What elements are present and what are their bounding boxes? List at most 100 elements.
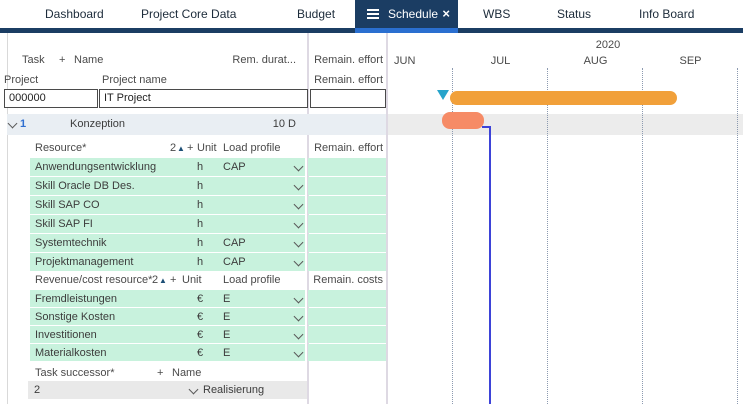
- task-name[interactable]: Konzeption: [70, 118, 126, 130]
- sort-ascending-icon[interactable]: ▲: [159, 276, 167, 285]
- cost-name[interactable]: Materialkosten: [35, 347, 107, 359]
- month-gridline: [547, 68, 548, 404]
- cost-row[interactable]: [30, 308, 305, 325]
- konzeption-gantt-bar[interactable]: [442, 112, 484, 129]
- project-id-field[interactable]: 000000: [4, 89, 98, 108]
- resource-row-effort-cell[interactable]: [308, 234, 386, 252]
- project-label: Project: [4, 74, 39, 86]
- timeline-month-jul: JUL: [490, 55, 511, 67]
- tab-info-board[interactable]: Info Board: [639, 7, 695, 21]
- col-header-name[interactable]: Name: [74, 54, 104, 66]
- col-header-task[interactable]: Task: [22, 54, 45, 66]
- resource-sort-order[interactable]: 2: [170, 142, 177, 154]
- month-gridline: [737, 68, 738, 404]
- resource-name[interactable]: Skill SAP CO: [35, 199, 100, 211]
- resource-name[interactable]: Skill SAP FI: [35, 218, 93, 230]
- add-task-button[interactable]: +: [59, 54, 66, 66]
- successor-id[interactable]: 2: [34, 384, 41, 396]
- tab-schedule-label: Schedule: [388, 7, 439, 21]
- table-left-border: [7, 33, 8, 404]
- resource-row[interactable]: [30, 158, 305, 176]
- cost-unit: €: [197, 347, 204, 359]
- resource-unit: h: [197, 199, 204, 211]
- project-effort-label: Remain. effort: [314, 74, 383, 86]
- resource-unit: h: [197, 218, 204, 230]
- column-splitter-2[interactable]: [386, 33, 388, 404]
- col-header-rem-durat[interactable]: Rem. durat...: [232, 54, 296, 66]
- resource-row-effort-cell[interactable]: [308, 177, 386, 195]
- active-tab-underline: [355, 28, 458, 33]
- cost-row-costs-cell[interactable]: [308, 290, 386, 307]
- cost-load: E: [223, 293, 231, 305]
- add-successor-button[interactable]: +: [157, 367, 164, 379]
- cost-row-costs-cell[interactable]: [308, 308, 386, 325]
- resource-row-effort-cell[interactable]: [308, 196, 386, 214]
- menu-icon[interactable]: [367, 9, 379, 19]
- task-row[interactable]: [7, 114, 386, 135]
- cost-row[interactable]: [30, 326, 305, 343]
- close-icon[interactable]: ×: [442, 6, 450, 21]
- successor-row[interactable]: [28, 381, 307, 399]
- resource-unit: h: [197, 180, 204, 192]
- resource-row[interactable]: [30, 253, 305, 271]
- cost-load: E: [223, 329, 231, 341]
- resource-header-title[interactable]: Resource*: [35, 142, 87, 154]
- col-header-remain-effort[interactable]: Remain. effort: [314, 54, 383, 66]
- cost-name[interactable]: Investitionen: [35, 329, 97, 341]
- resource-name[interactable]: Anwendungsentwicklung: [35, 161, 157, 173]
- month-gridline: [452, 68, 453, 404]
- cost-header-title[interactable]: Revenue/cost resource*: [35, 274, 153, 286]
- resource-unit: h: [197, 161, 204, 173]
- tab-wbs[interactable]: WBS: [483, 7, 511, 21]
- project-effort-field[interactable]: [310, 89, 386, 108]
- tab-project-core-data[interactable]: Project Core Data: [141, 7, 237, 21]
- resource-load: CAP: [223, 256, 246, 268]
- tab-status[interactable]: Status: [557, 7, 592, 21]
- cost-row-costs-cell[interactable]: [308, 344, 386, 361]
- successor-name[interactable]: Realisierung: [203, 384, 265, 396]
- resource-row[interactable]: [30, 196, 305, 214]
- resource-row-effort-cell[interactable]: [308, 253, 386, 271]
- cost-name[interactable]: Sonstige Kosten: [35, 311, 116, 323]
- task-rem-durat[interactable]: 10 D: [272, 118, 296, 130]
- project-name-label: Project name: [102, 74, 167, 86]
- month-gridline: [642, 68, 643, 404]
- cost-header-remain[interactable]: Remain. costs: [313, 274, 383, 286]
- timeline-year: 2020: [595, 39, 621, 51]
- project-gantt-bar[interactable]: [450, 91, 677, 105]
- cost-row-costs-cell[interactable]: [308, 326, 386, 343]
- task-id[interactable]: 1: [20, 118, 27, 130]
- cost-row[interactable]: [30, 344, 305, 361]
- resource-unit: h: [197, 237, 204, 249]
- sort-ascending-icon[interactable]: ▲: [177, 144, 185, 153]
- cost-unit: €: [197, 293, 204, 305]
- cost-header-load[interactable]: Load profile: [223, 274, 281, 286]
- tab-dashboard[interactable]: Dashboard: [45, 7, 104, 21]
- resource-row[interactable]: [30, 215, 305, 233]
- successor-header-title[interactable]: Task successor*: [35, 367, 115, 379]
- resource-row-effort-cell[interactable]: [308, 215, 386, 233]
- tab-schedule[interactable]: Schedule ×: [355, 0, 458, 28]
- add-resource-button[interactable]: +: [187, 142, 194, 154]
- add-cost-resource-button[interactable]: +: [170, 274, 177, 286]
- resource-header-remain[interactable]: Remain. effort: [314, 142, 383, 154]
- start-marker-icon[interactable]: [437, 90, 449, 100]
- resource-name[interactable]: Systemtechnik: [35, 237, 107, 249]
- resource-name[interactable]: Skill Oracle DB Des.: [35, 180, 135, 192]
- successor-header-name[interactable]: Name: [172, 367, 202, 379]
- resource-name[interactable]: Projektmanagement: [35, 256, 134, 268]
- cost-sort-order[interactable]: 2: [152, 274, 159, 286]
- cost-header-unit[interactable]: Unit: [182, 274, 202, 286]
- resource-row-effort-cell[interactable]: [308, 158, 386, 176]
- cost-row[interactable]: [30, 290, 305, 307]
- tab-budget[interactable]: Budget: [297, 7, 336, 21]
- resource-row[interactable]: [30, 177, 305, 195]
- cost-load: E: [223, 347, 231, 359]
- resource-load: CAP: [223, 161, 246, 173]
- cost-name[interactable]: Fremdleistungen: [35, 293, 117, 305]
- resource-header-unit[interactable]: Unit: [197, 142, 217, 154]
- resource-header-load[interactable]: Load profile: [223, 142, 281, 154]
- resource-row[interactable]: [30, 234, 305, 252]
- project-name-field[interactable]: IT Project: [99, 89, 308, 108]
